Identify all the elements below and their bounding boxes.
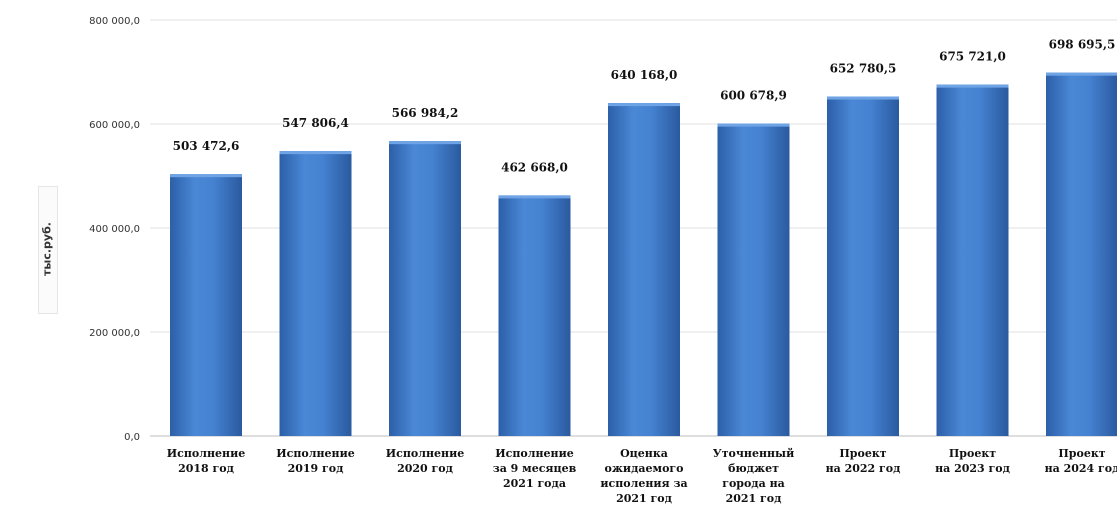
value-label: 600 678,9 [720, 89, 787, 103]
bar [389, 141, 461, 436]
category-label: Исполнение 2020 год [386, 447, 465, 475]
category-label: Проект на 2024 год [1045, 447, 1117, 475]
bar [827, 96, 899, 436]
bar-cap [717, 123, 790, 127]
y-tick-label: 200 000,0 [89, 328, 140, 339]
category-label: Исполнение 2019 год [276, 447, 355, 475]
value-label: 566 984,2 [392, 106, 459, 120]
bar [1046, 72, 1117, 436]
y-tick-label: 600 000,0 [89, 120, 140, 131]
bar [717, 123, 790, 436]
value-label: 547 806,4 [282, 116, 349, 130]
value-label: 462 668,0 [501, 160, 568, 174]
value-label: 675 721,0 [939, 50, 1006, 64]
value-label: 652 780,5 [830, 62, 897, 76]
category-label: Проект на 2023 год [935, 447, 1010, 475]
category-label: Оценка ожидаемого исполения за 2021 год [600, 447, 687, 505]
bar-cap [389, 141, 461, 145]
value-label: 503 472,6 [173, 139, 240, 153]
bar [279, 151, 352, 436]
y-axis-label-box [38, 186, 58, 314]
category-label: Проект на 2022 год [826, 447, 901, 475]
bar-cap [170, 174, 242, 178]
bar-cap [498, 195, 571, 199]
value-label: 698 695,5 [1049, 38, 1116, 52]
bar-cap [279, 151, 352, 155]
bar [936, 84, 1009, 437]
bar-cap [936, 84, 1009, 88]
category-label: Исполнение за 9 месяцев 2021 года [493, 447, 577, 490]
value-label: 640 168,0 [611, 68, 678, 82]
bar [498, 195, 571, 436]
bar-cap [827, 96, 899, 100]
category-label: Исполнение 2018 год [167, 447, 246, 475]
bar [170, 174, 242, 436]
bar-cap [1046, 72, 1117, 76]
bar [608, 103, 680, 436]
y-tick-label: 800 000,0 [89, 16, 140, 27]
y-tick-label: 0,0 [124, 432, 140, 443]
bar-cap [608, 103, 680, 107]
y-tick-label: 400 000,0 [89, 224, 140, 235]
category-label: Уточненный бюджет города на 2021 год [713, 447, 794, 505]
